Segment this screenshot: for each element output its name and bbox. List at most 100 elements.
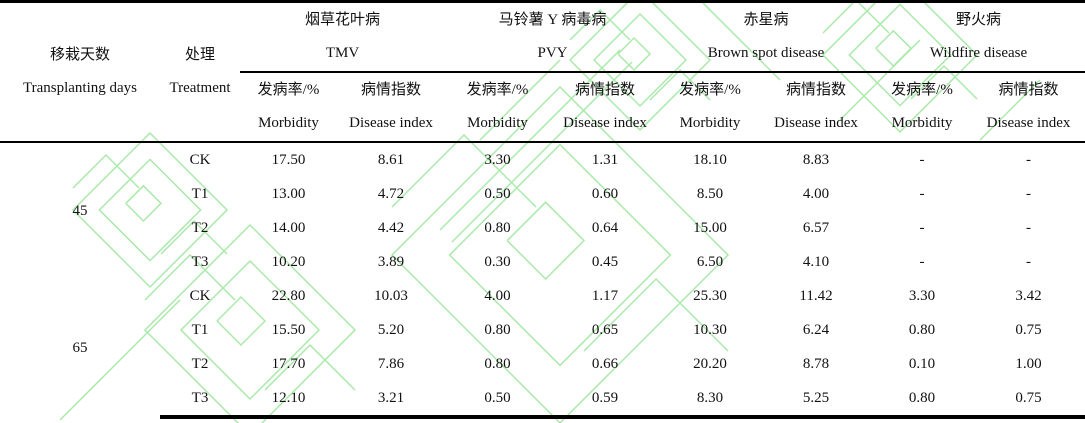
value-cell: 0.80 xyxy=(484,219,511,236)
table-row: T1 15.50 5.20 0.80 0.65 10.30 6.24 0.80 … xyxy=(0,313,1085,347)
subheader-en: Morbidity xyxy=(467,115,528,131)
value-cell: 6.24 xyxy=(802,321,830,338)
table-row: T3 12.10 3.21 0.50 0.59 8.30 5.25 0.80 0… xyxy=(0,381,1085,419)
subheader-en: Morbidity xyxy=(679,115,741,131)
value-cell: 8.83 xyxy=(802,151,830,168)
value-cell: 8.78 xyxy=(802,355,830,372)
header-treatment-en: Treatment xyxy=(169,80,231,96)
value-cell: 10.30 xyxy=(693,321,727,338)
value-cell: 4.00 xyxy=(802,185,830,202)
table-row: T3 10.20 3.89 0.30 0.45 6.50 4.10 - - xyxy=(0,245,1085,279)
value-cell: - xyxy=(919,151,925,168)
value-cell: 12.10 xyxy=(240,381,337,419)
value-cell: 3.42 xyxy=(1015,287,1042,304)
table-row: 65 CK 22.80 10.03 4.00 1.17 25.30 11.42 … xyxy=(0,279,1085,356)
value-cell: 0.80 xyxy=(484,321,511,338)
value-cell: 0.45 xyxy=(591,253,619,270)
value-cell: 0.80 xyxy=(908,321,936,338)
value-cell: 8.50 xyxy=(696,185,724,202)
subheader-zh: 病情指数 xyxy=(361,82,422,98)
header-group-pvy-zh: 马铃薯 Y 病毒病 xyxy=(498,12,607,28)
value-cell: - xyxy=(1026,219,1032,236)
treatment-cell: T1 xyxy=(191,185,209,202)
value-cell: 0.64 xyxy=(591,219,619,236)
value-cell: 1.31 xyxy=(591,151,619,168)
value-cell: - xyxy=(919,253,925,270)
header-treatment-zh: 处理 xyxy=(184,47,215,63)
subheader-en: Morbidity xyxy=(258,115,319,131)
value-cell: 0.66 xyxy=(591,355,619,372)
subheader-brown-spot-disease-index: 病情指数 Disease index xyxy=(760,72,873,143)
value-cell: 10.03 xyxy=(374,287,408,304)
value-cell: 6.57 xyxy=(802,219,830,236)
value-cell: 22.80 xyxy=(271,287,306,304)
value-cell: 11.42 xyxy=(799,287,833,304)
subheader-en: Disease index xyxy=(774,115,858,131)
value-cell: 8.61 xyxy=(377,151,405,168)
header-group-brown-spot-zh: 赤星病 xyxy=(743,12,789,28)
treatment-cell: T2 xyxy=(191,219,209,236)
treatment-cell: CK xyxy=(189,287,211,304)
value-cell: 18.10 xyxy=(693,151,727,168)
value-cell: 17.70 xyxy=(271,355,306,372)
value-cell: 15.50 xyxy=(271,321,306,338)
treatment-cell: T2 xyxy=(191,355,209,372)
treatment-cell: CK xyxy=(189,151,211,168)
value-cell: 4.42 xyxy=(377,219,405,236)
subheader-zh: 发病率/% xyxy=(257,82,320,98)
value-cell: 5.25 xyxy=(760,381,873,419)
header-group-tmv-zh: 烟草花叶病 xyxy=(305,12,381,28)
subheader-brown-spot-morbidity: 发病率/% Morbidity xyxy=(660,72,761,143)
subheader-tmv-morbidity: 发病率/% Morbidity xyxy=(240,72,337,143)
table-header: 移栽天数 Transplanting days 处理 Treatment 烟草花… xyxy=(0,0,1085,143)
value-cell: 5.20 xyxy=(377,321,405,338)
table-row: T2 14.00 4.42 0.80 0.64 15.00 6.57 - - xyxy=(0,211,1085,245)
value-cell: 7.86 xyxy=(377,355,405,372)
value-cell: 0.30 xyxy=(484,253,511,270)
value-cell: 0.80 xyxy=(872,381,973,419)
days-cell: 65 xyxy=(72,339,88,356)
value-cell: 3.30 xyxy=(484,151,511,168)
value-cell: 0.50 xyxy=(445,381,551,419)
value-cell: 1.00 xyxy=(1015,355,1042,372)
value-cell: 3.30 xyxy=(908,287,936,304)
value-cell: - xyxy=(919,185,925,202)
value-cell: 10.20 xyxy=(271,253,306,270)
table-row: 45 CK 17.50 8.61 3.30 1.31 18.10 8.83 - … xyxy=(0,142,1085,219)
value-cell: 4.00 xyxy=(484,287,511,304)
subheader-en: Disease index xyxy=(563,115,647,131)
value-cell: 0.59 xyxy=(550,381,661,419)
subheader-tmv-disease-index: 病情指数 Disease index xyxy=(337,72,446,143)
subheader-en: Morbidity xyxy=(891,115,953,131)
header-group-brown-spot: 赤星病 Brown spot disease xyxy=(660,0,873,73)
subheader-zh: 病情指数 xyxy=(575,82,636,98)
value-cell: 15.00 xyxy=(693,219,727,236)
value-cell: 25.30 xyxy=(693,287,727,304)
subheader-zh: 发病率/% xyxy=(891,82,953,98)
subheader-zh: 发病率/% xyxy=(466,82,529,98)
treatment-cell: T3 xyxy=(191,253,209,270)
header-treatment: 处理 Treatment xyxy=(160,0,240,143)
value-cell: 0.80 xyxy=(484,355,511,372)
value-cell: 0.10 xyxy=(908,355,936,372)
subheader-en: Disease index xyxy=(349,115,433,131)
subheader-pvy-disease-index: 病情指数 Disease index xyxy=(550,72,661,143)
value-cell: - xyxy=(919,219,925,236)
subheader-zh: 病情指数 xyxy=(786,82,847,98)
value-cell: 0.65 xyxy=(591,321,619,338)
subheader-pvy-morbidity: 发病率/% Morbidity xyxy=(445,72,551,143)
value-cell: 13.00 xyxy=(271,185,306,202)
value-cell: - xyxy=(1026,185,1032,202)
treatment-cell: T1 xyxy=(191,321,209,338)
value-cell: 20.20 xyxy=(693,355,727,372)
subheader-zh: 病情指数 xyxy=(998,82,1059,98)
header-transplanting-days-zh: 移栽天数 xyxy=(49,47,110,63)
table-body: 45 CK 17.50 8.61 3.30 1.31 18.10 8.83 - … xyxy=(0,142,1085,419)
header-group-tmv-en: TMV xyxy=(325,45,360,61)
header-group-pvy-en: PVY xyxy=(537,45,568,61)
header-group-wildfire: 野火病 Wildfire disease xyxy=(872,0,1085,73)
subheader-wildfire-morbidity: 发病率/% Morbidity xyxy=(872,72,973,143)
header-transplanting-days: 移栽天数 Transplanting days xyxy=(0,0,160,143)
